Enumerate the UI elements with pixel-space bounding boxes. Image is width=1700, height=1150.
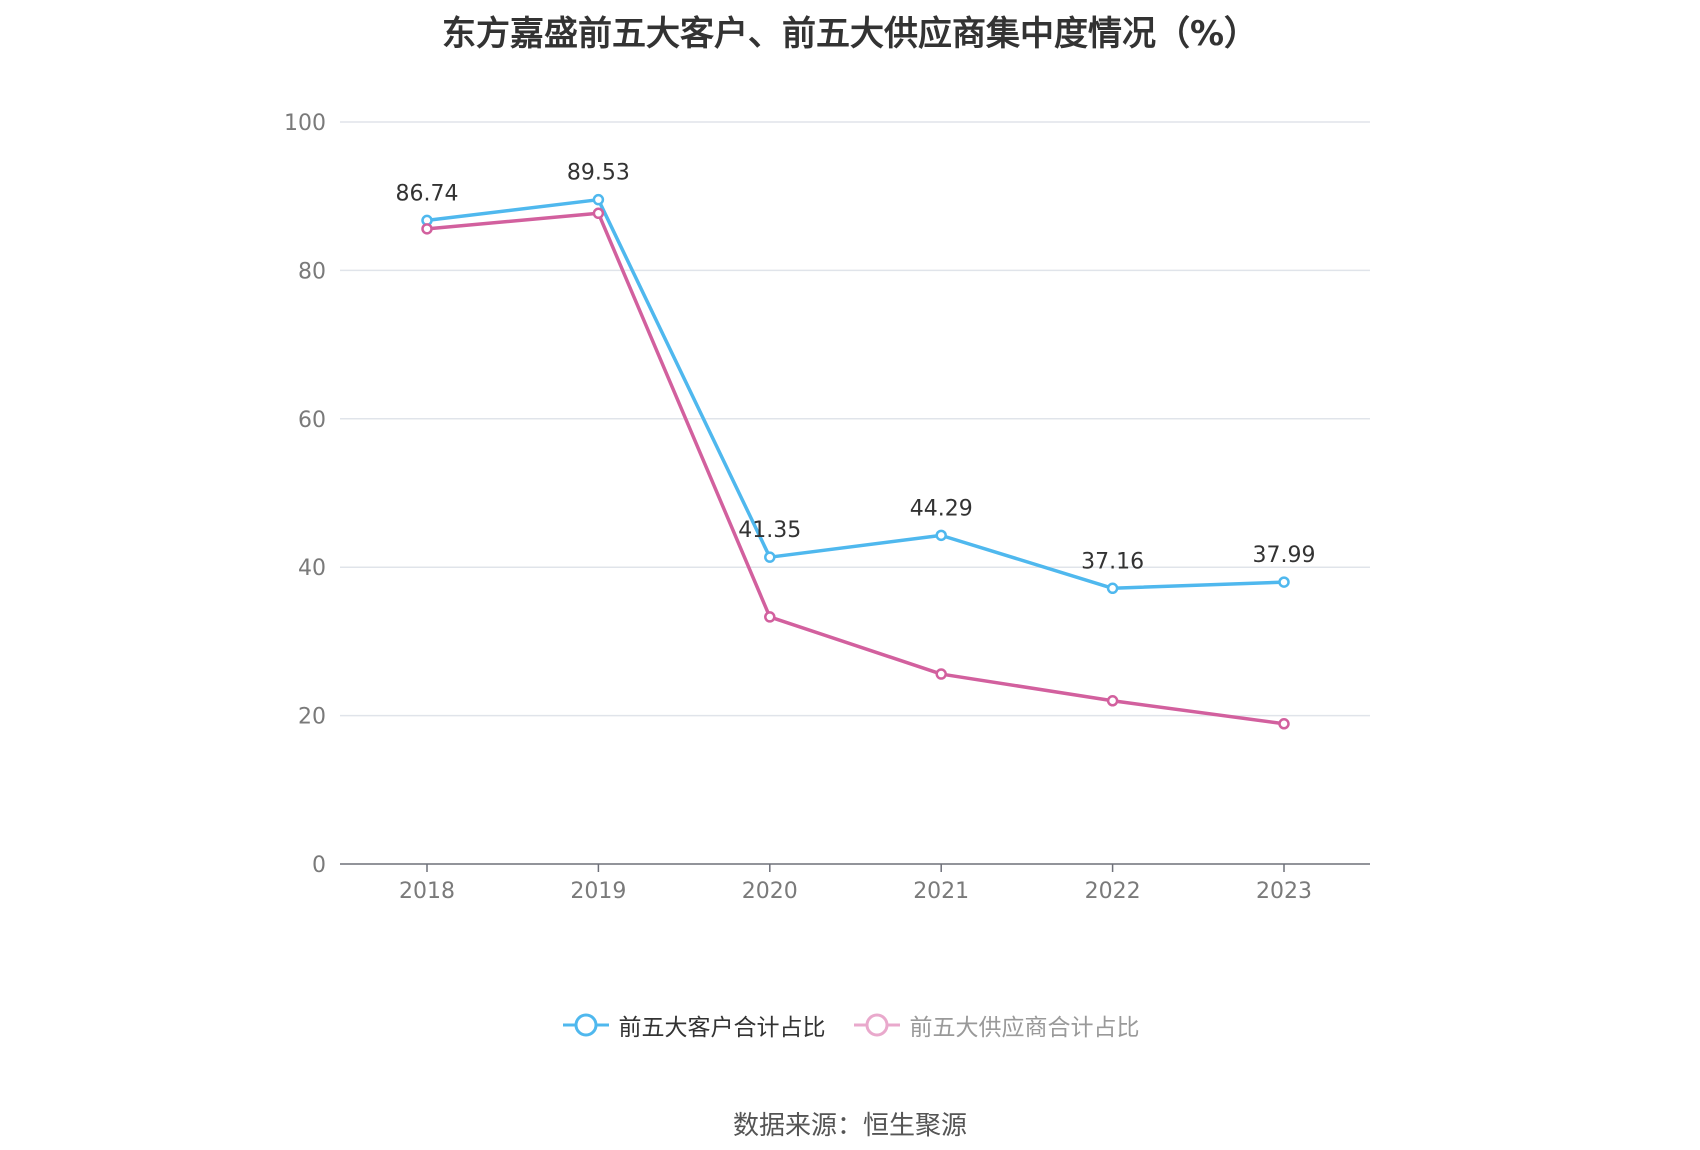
line-chart: 0 20 40 60 80 100 2018 2019 2020 2021 2022 2023 86… xyxy=(284,111,1370,904)
data-label: 41.35 xyxy=(738,518,801,543)
chart-title: 东方嘉盛前五大客户、前五大供应商集中度情况（%） xyxy=(441,14,1259,54)
x-tick-label: 2019 xyxy=(570,879,626,904)
legend-marker-suppliers-icon xyxy=(853,1013,900,1037)
x-tick-label: 2020 xyxy=(742,879,798,904)
y-tick-label: 80 xyxy=(298,259,326,284)
data-point[interactable] xyxy=(1106,582,1119,595)
x-tick-label: 2023 xyxy=(1256,879,1312,904)
y-axis-ticks: 0 20 40 60 80 100 xyxy=(284,111,326,878)
y-tick-label: 40 xyxy=(298,556,326,581)
source-note: 数据来源：恒生聚源 xyxy=(732,1111,967,1141)
x-tick-label: 2021 xyxy=(913,879,969,904)
data-point[interactable] xyxy=(592,193,605,206)
data-label: 37.99 xyxy=(1253,543,1316,568)
x-tick-label: 2018 xyxy=(399,879,455,904)
data-labels: 86.74 89.53 41.35 44.29 37.16 37.99 xyxy=(396,161,1316,575)
data-point[interactable] xyxy=(592,207,605,220)
data-point[interactable] xyxy=(935,668,947,680)
x-axis: 2018 2019 2020 2021 2022 2023 xyxy=(340,863,1370,904)
y-tick-label: 0 xyxy=(312,853,326,878)
data-point[interactable] xyxy=(1106,695,1119,707)
data-point[interactable] xyxy=(1278,718,1290,730)
data-label: 89.53 xyxy=(567,161,630,186)
data-point[interactable] xyxy=(764,551,776,563)
data-label: 44.29 xyxy=(910,496,973,521)
y-tick-label: 100 xyxy=(284,111,326,136)
data-point[interactable] xyxy=(1278,576,1290,588)
legend-marker-customers-icon xyxy=(562,1013,609,1037)
legend-item-suppliers[interactable]: 前五大供应商合计占比 xyxy=(852,1008,1140,1042)
legend-item-customers[interactable]: 前五大客户合计占比 xyxy=(561,1008,826,1042)
legend: 前五大客户合计占比 前五大供应商合计占比 xyxy=(0,1008,1700,1042)
y-tick-label: 60 xyxy=(298,408,326,433)
series-group xyxy=(421,193,1290,730)
y-tick-label: 20 xyxy=(298,705,326,730)
legend-label-suppliers: 前五大供应商合计占比 xyxy=(909,1015,1140,1041)
legend-label-customers: 前五大客户合计占比 xyxy=(618,1015,826,1041)
gridlines xyxy=(340,121,1370,717)
data-point[interactable] xyxy=(764,611,776,623)
data-point[interactable] xyxy=(935,529,947,542)
data-label: 37.16 xyxy=(1081,549,1144,574)
data-label: 86.74 xyxy=(396,181,459,206)
x-tick-label: 2022 xyxy=(1085,879,1141,904)
data-point[interactable] xyxy=(421,223,433,235)
series-line-0 xyxy=(426,197,1285,591)
series-line-1 xyxy=(426,211,1285,726)
